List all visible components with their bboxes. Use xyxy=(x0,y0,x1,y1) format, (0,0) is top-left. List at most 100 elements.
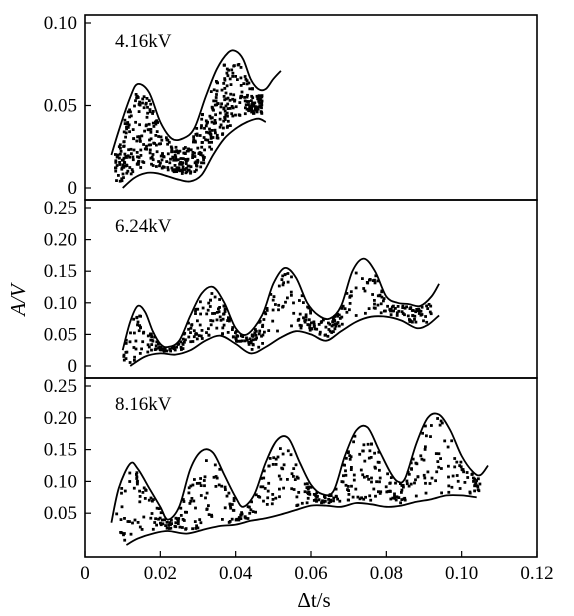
scatter-point xyxy=(212,475,216,479)
scatter-point xyxy=(313,327,317,331)
scatter-point xyxy=(252,112,255,115)
scatter-point xyxy=(122,145,125,148)
scatter-point xyxy=(178,168,182,172)
scatter-point xyxy=(213,312,216,315)
scatter-point xyxy=(230,517,234,521)
scatter-point xyxy=(326,334,330,338)
scatter-point xyxy=(173,164,177,167)
scatter-point xyxy=(429,304,433,308)
scatter-point xyxy=(222,95,226,98)
scatter-point xyxy=(168,521,172,524)
scatter-point xyxy=(348,302,352,305)
scatter-point xyxy=(223,63,226,67)
scatter-point xyxy=(257,105,260,109)
scatter-point xyxy=(115,155,119,159)
scatter-point xyxy=(327,501,331,505)
scatter-point xyxy=(468,490,472,494)
scatter-point xyxy=(348,454,352,457)
scatter-point xyxy=(244,103,248,107)
y-tick-label: 0 xyxy=(68,356,78,377)
scatter-point xyxy=(179,345,183,349)
scatter-point xyxy=(272,456,276,460)
scatter-point xyxy=(450,439,454,443)
scatter-point xyxy=(213,128,217,132)
scatter-point xyxy=(191,483,195,487)
scatter-point xyxy=(250,94,254,98)
scatter-point xyxy=(266,496,270,500)
scatter-point xyxy=(182,147,186,151)
scatter-point xyxy=(159,511,163,515)
scatter-point xyxy=(239,76,243,80)
scatter-point xyxy=(192,140,195,144)
scatter-point xyxy=(209,319,213,322)
scatter-point xyxy=(341,304,345,308)
scatter-point xyxy=(354,487,358,491)
scatter-point xyxy=(376,294,380,298)
scatter-point xyxy=(377,490,380,494)
scatter-point xyxy=(336,312,340,316)
scatter-point xyxy=(174,157,178,160)
scatter-point xyxy=(437,465,441,469)
scatter-point xyxy=(234,113,237,117)
scatter-point xyxy=(260,112,264,115)
scatter-point xyxy=(259,110,263,113)
scatter-point xyxy=(174,155,178,159)
scatter-point xyxy=(413,318,416,321)
scatter-point xyxy=(189,148,193,152)
scatter-point xyxy=(421,431,424,435)
scatter-point xyxy=(244,516,248,520)
scatter-point xyxy=(204,138,207,142)
scatter-point xyxy=(324,333,327,337)
scatter-point xyxy=(198,481,202,485)
scatter-point xyxy=(334,487,338,491)
scatter-point xyxy=(151,121,155,125)
scatter-point xyxy=(473,484,476,488)
scatter-point xyxy=(226,119,230,123)
scatter-point xyxy=(239,514,243,517)
scatter-point xyxy=(403,306,407,310)
scatter-point xyxy=(155,165,158,168)
scatter-point xyxy=(150,512,154,515)
scatter-point xyxy=(271,308,275,312)
scatter-point xyxy=(145,144,148,148)
scatter-point xyxy=(375,480,378,484)
scatter-point xyxy=(139,154,143,157)
scatter-point xyxy=(132,317,135,321)
scatter-point xyxy=(309,311,312,315)
scatter-point xyxy=(189,326,193,330)
scatter-point xyxy=(162,155,166,159)
scatter-point xyxy=(193,170,197,173)
scatter-point xyxy=(192,335,196,339)
scatter-point xyxy=(234,330,238,333)
scatter-point xyxy=(181,157,185,160)
scatter-point xyxy=(407,472,411,476)
scatter-point xyxy=(238,114,242,117)
scatter-point xyxy=(376,303,380,307)
scatter-point xyxy=(201,306,205,310)
scatter-point xyxy=(336,497,339,501)
panel-6-24kv: 0 0.05 0.10 0.15 0.20 0.25 6.24kV xyxy=(44,198,538,379)
lower-envelope xyxy=(125,494,477,546)
scatter-point xyxy=(212,122,216,125)
scatter-point xyxy=(439,457,442,460)
scatter-point xyxy=(141,491,145,494)
scatter-point xyxy=(395,495,399,499)
scatter-point xyxy=(178,161,182,165)
scatter-point xyxy=(251,101,254,105)
scatter-point xyxy=(218,125,222,129)
scatter-point xyxy=(297,491,301,494)
scatter-point xyxy=(223,118,227,121)
scatter-point xyxy=(124,338,128,342)
scatter-point xyxy=(389,309,392,313)
scatter-point xyxy=(274,303,277,306)
scatter-point xyxy=(471,472,474,476)
scatter-point xyxy=(248,511,252,515)
scatter-point xyxy=(121,163,125,167)
scatter-point xyxy=(307,318,311,322)
scatter-point xyxy=(226,319,229,322)
scatter-point xyxy=(139,325,142,329)
scatter-point xyxy=(184,338,187,342)
scatter-point xyxy=(247,81,251,85)
scatter-point xyxy=(372,487,376,491)
scatter-point xyxy=(425,434,428,438)
